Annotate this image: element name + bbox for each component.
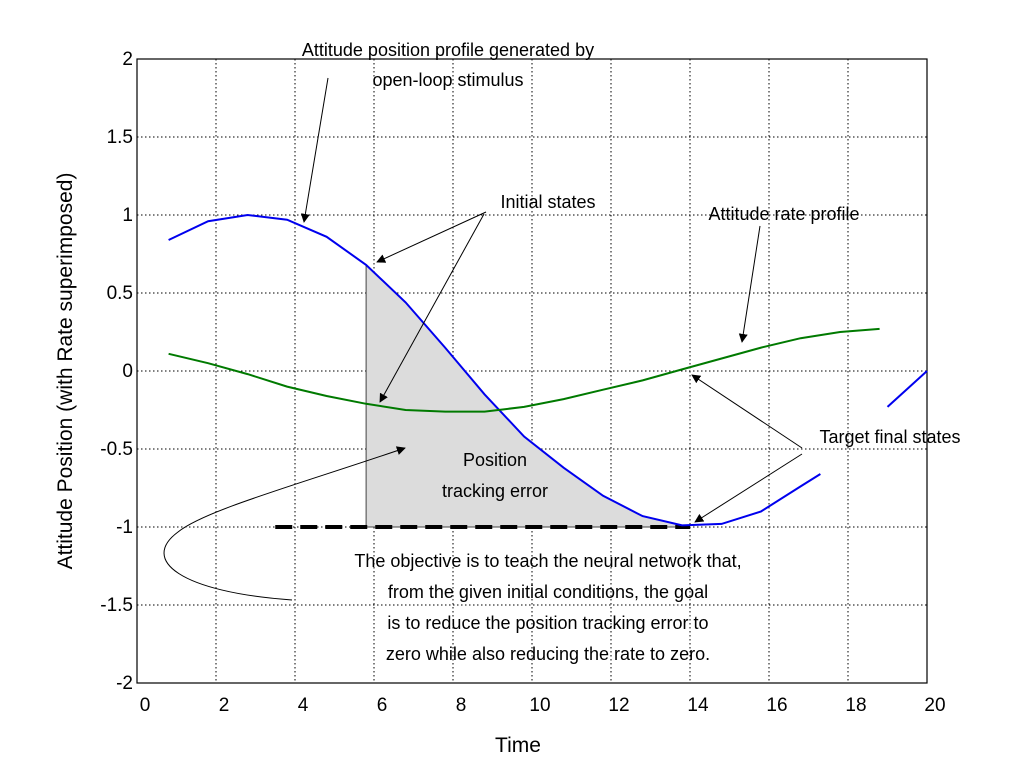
x-tick-label: 14 xyxy=(687,695,709,716)
x-tick-label: 2 xyxy=(219,695,230,716)
y-tick-label: -0.5 xyxy=(100,439,133,460)
y-tick-label: -2 xyxy=(116,673,133,694)
x-tick-label: 4 xyxy=(298,695,309,716)
x-tick-label: 10 xyxy=(529,695,550,716)
arrow-target-rate xyxy=(691,374,803,449)
target-final-states-label: Target final states xyxy=(819,427,960,447)
position-profile-label-line2: open-loop stimulus xyxy=(372,70,523,90)
x-tick-label: 16 xyxy=(766,695,787,716)
series-line-position-continued xyxy=(886,370,928,408)
objective-text-line2: from the given initial conditions, the g… xyxy=(388,582,708,602)
rate-profile-label: Attitude rate profile xyxy=(708,204,859,224)
series-layer xyxy=(168,213,928,527)
x-tick-label: 6 xyxy=(377,695,388,716)
y-tick-labels: -2 -1.5 -1 -0.5 0 0.5 1 1.5 2 xyxy=(100,49,133,694)
x-tick-label: 18 xyxy=(845,695,866,716)
initial-states-label: Initial states xyxy=(500,192,595,212)
y-tick-label: -1.5 xyxy=(100,595,133,616)
position-profile-label-line1: Attitude position profile generated by xyxy=(302,40,594,60)
x-tick-labels: 0 2 4 6 8 10 12 14 16 18 20 xyxy=(140,695,946,716)
x-tick-label: 8 xyxy=(456,695,467,716)
y-tick-label: 2 xyxy=(122,49,133,70)
arrow-objective-pointer xyxy=(163,446,406,601)
tracking-error-label-line1: Position xyxy=(463,450,527,470)
y-tick-label: 1 xyxy=(122,205,133,226)
objective-text-line3: is to reduce the position tracking error… xyxy=(387,613,708,633)
objective-text-line4: zero while also reducing the rate to zer… xyxy=(386,644,710,664)
y-tick-label: 0 xyxy=(122,361,133,382)
arrow-position-profile xyxy=(300,77,329,223)
x-axis-label: Time xyxy=(495,734,541,757)
grid xyxy=(137,59,927,683)
objective-text-line1: The objective is to teach the neural net… xyxy=(354,551,741,571)
x-tick-label: 0 xyxy=(140,695,151,716)
x-tick-label: 12 xyxy=(608,695,629,716)
arrow-initial-rate xyxy=(379,213,485,403)
series-line-rate xyxy=(168,327,880,413)
arrow-rate-profile xyxy=(738,225,761,343)
tracking-error-label-line2: tracking error xyxy=(442,481,548,501)
y-tick-label: 1.5 xyxy=(107,127,133,148)
arrow-initial-position xyxy=(376,211,487,263)
x-tick-label: 20 xyxy=(924,695,945,716)
arrow-target-position xyxy=(694,453,803,523)
annotations: Attitude position profile generated by o… xyxy=(163,40,961,664)
y-tick-label: -1 xyxy=(116,517,133,538)
y-tick-label: 0.5 xyxy=(107,283,133,304)
y-axis-label: Attitude Position (with Rate superimpose… xyxy=(54,173,77,570)
series-line-position xyxy=(168,213,821,527)
